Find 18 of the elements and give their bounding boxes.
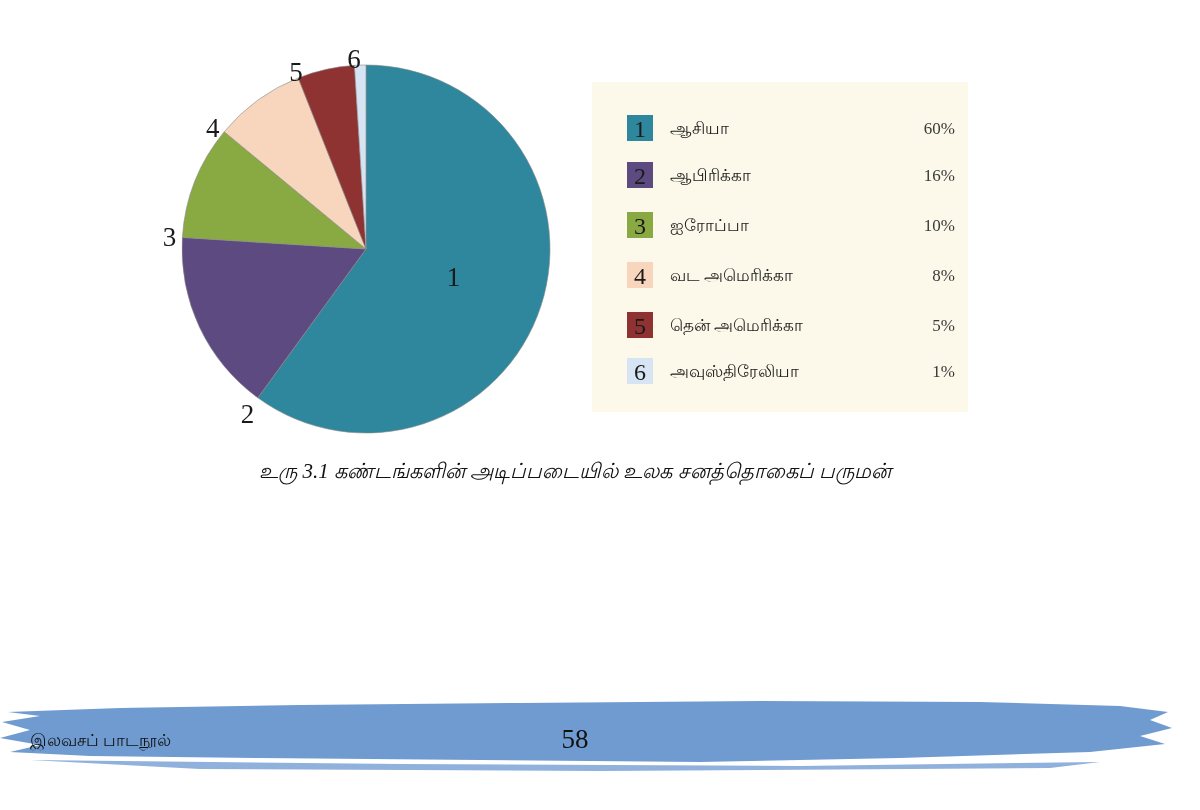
data-label: 10% (923, 216, 955, 235)
text: 1 (634, 116, 646, 142)
legend-label: ஆபிரிக்கா (670, 166, 751, 185)
data-label: 8% (932, 266, 955, 285)
data-label: 16% (923, 166, 955, 185)
text: 4 (634, 263, 646, 289)
legend-label: அவுஸ்திரேலியா (670, 362, 799, 381)
text: 2 (634, 163, 646, 189)
text: 3 (634, 213, 646, 239)
legend-label: வட அமெரிக்கா (670, 266, 794, 285)
text: 5 (634, 313, 646, 339)
data-label: 5% (932, 316, 955, 335)
legend-label: தென் அமெரிக்கா (670, 316, 804, 335)
text: 6 (634, 359, 646, 385)
legend-label: ஆசியா (670, 119, 729, 138)
data-label: 60% (923, 119, 955, 138)
data-label: 1% (932, 362, 955, 381)
legend-label: ஐரோப்பா (670, 216, 749, 235)
